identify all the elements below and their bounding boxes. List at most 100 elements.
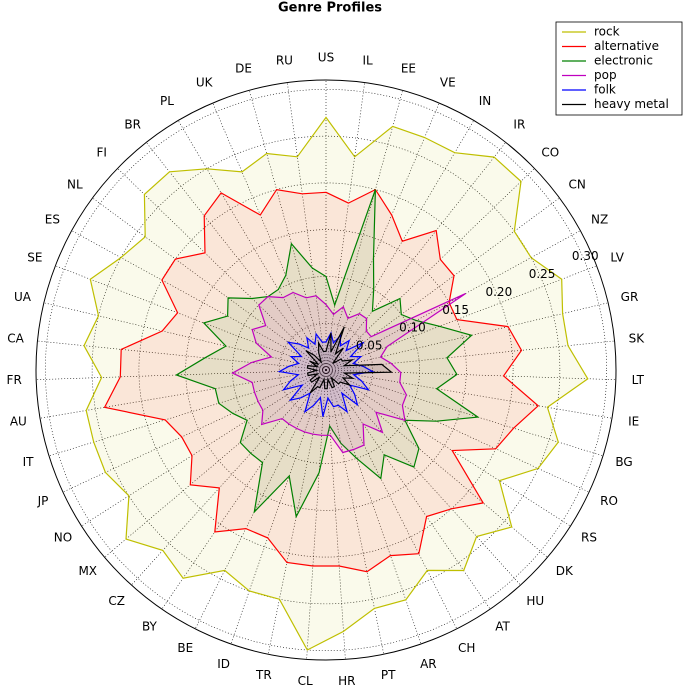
spoke — [325, 168, 535, 371]
series-area — [305, 326, 392, 394]
category-label: FI — [97, 146, 107, 160]
spoke — [287, 82, 327, 371]
category-label: LV — [610, 250, 624, 264]
category-label: AT — [495, 620, 510, 634]
spoke — [146, 142, 327, 371]
spoke — [325, 90, 403, 371]
spoke — [267, 369, 327, 655]
spoke — [104, 369, 327, 558]
category-label: IE — [628, 414, 639, 428]
category-label: AU — [10, 414, 27, 428]
category-label: PL — [160, 94, 174, 108]
category-label: CH — [458, 641, 475, 655]
y-tick-label: 0.05 — [356, 339, 383, 353]
category-label: ID — [217, 657, 230, 671]
legend-label: alternative — [594, 39, 659, 53]
category-label: LT — [632, 373, 645, 387]
spoke — [249, 90, 327, 371]
spoke — [325, 369, 604, 457]
grid-circle — [138, 182, 514, 558]
spoke — [177, 120, 327, 371]
category-label: CZ — [108, 594, 125, 608]
category-label: SE — [27, 250, 42, 264]
spoke — [212, 102, 327, 371]
category-label: FR — [7, 373, 22, 387]
spoke — [92, 197, 327, 371]
category-label: JP — [37, 494, 49, 508]
category-label: BG — [615, 455, 632, 469]
spoke — [325, 369, 613, 419]
category-label: IT — [23, 455, 35, 469]
legend-label: heavy metal — [594, 97, 669, 111]
category-label: US — [318, 51, 334, 65]
outer-circle — [35, 79, 617, 661]
spoke — [71, 230, 327, 371]
category-label: IL — [362, 53, 373, 67]
category-label: VE — [440, 75, 456, 89]
spoke — [194, 369, 327, 629]
legend-label: electronic — [594, 54, 653, 68]
legend-box — [555, 21, 683, 116]
category-label: SK — [629, 331, 646, 345]
grid-circle — [232, 276, 420, 464]
category-label: ES — [45, 213, 60, 227]
series-line — [305, 326, 394, 394]
spoke — [325, 302, 609, 371]
category-label: HU — [526, 594, 544, 608]
series-line — [83, 116, 589, 651]
category-label: CA — [7, 331, 24, 345]
spoke — [325, 369, 571, 527]
category-label: CN — [569, 177, 586, 191]
category-label: AR — [420, 657, 437, 671]
category-label: BY — [142, 620, 158, 634]
category-label: UK — [196, 75, 214, 89]
series-area — [176, 189, 478, 517]
category-label: UA — [14, 290, 32, 304]
category-label: RO — [600, 494, 618, 508]
spoke — [325, 369, 548, 558]
spoke — [36, 369, 327, 380]
series-line — [231, 291, 466, 454]
category-label: BE — [177, 641, 193, 655]
series-area — [279, 332, 373, 417]
category-label: NO — [54, 530, 72, 544]
spoke — [325, 197, 560, 371]
spoke — [81, 369, 327, 527]
category-label: NZ — [591, 213, 608, 227]
spoke — [325, 120, 475, 371]
category-label: MX — [78, 564, 97, 578]
category-label: NL — [67, 177, 83, 191]
spoke — [325, 369, 346, 660]
legend-label: pop — [594, 68, 617, 82]
category-label: RS — [581, 530, 597, 544]
spoke — [325, 265, 597, 371]
category-label: TR — [255, 668, 272, 682]
spoke — [325, 142, 506, 371]
series-area — [84, 117, 588, 650]
y-tick-label: 0.25 — [529, 267, 556, 281]
grid-circle — [91, 135, 561, 605]
spoke — [325, 369, 616, 380]
y-tick-label: 0.10 — [399, 321, 426, 335]
category-label: CL — [298, 674, 313, 688]
grid-circle — [185, 229, 467, 511]
category-label: IR — [513, 118, 525, 132]
category-label: DE — [235, 62, 252, 76]
legend-label: rock — [594, 25, 620, 39]
spoke — [325, 82, 365, 371]
y-tick-label: 0.20 — [485, 285, 512, 299]
spoke — [37, 340, 327, 371]
spoke — [43, 302, 327, 371]
spoke — [325, 102, 440, 371]
category-label: EE — [401, 62, 416, 76]
category-label: IN — [479, 94, 492, 108]
category-label: HR — [338, 674, 355, 688]
spoke — [325, 230, 581, 371]
legend-label: folk — [594, 83, 616, 97]
spoke — [48, 369, 327, 457]
spoke — [325, 369, 422, 645]
spoke — [55, 265, 327, 371]
category-label: CO — [541, 146, 559, 160]
series-line — [103, 188, 540, 573]
